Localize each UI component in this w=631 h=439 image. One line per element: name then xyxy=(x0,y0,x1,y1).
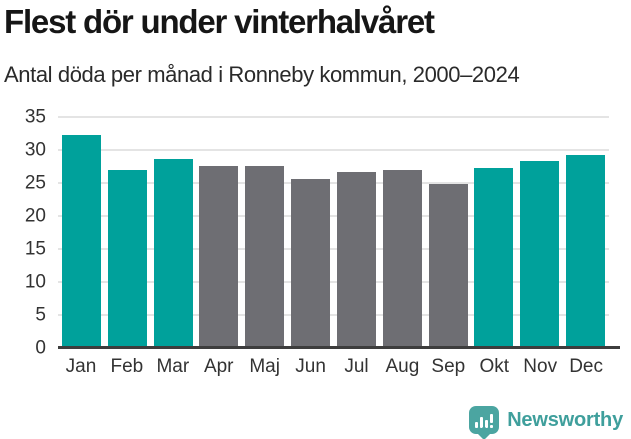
x-tick-label-sep: Sep xyxy=(431,356,466,377)
chart-subtitle: Antal döda per månad i Ronneby kommun, 2… xyxy=(4,62,520,87)
bar-mar xyxy=(153,158,193,348)
x-tick-label-mar: Mar xyxy=(156,356,190,377)
logo-mini-bar xyxy=(485,420,489,428)
chart-title: Flest dör under vinterhalvåret xyxy=(4,3,435,40)
brand-footer: Newsworthy xyxy=(469,406,623,434)
bar-sep xyxy=(428,183,468,348)
y-axis: 0 5 10 15 20 25 30 35 xyxy=(0,108,46,358)
logo-mini-bar xyxy=(475,422,479,428)
x-tick-label-apr: Apr xyxy=(203,356,234,377)
gridline-30 xyxy=(58,149,609,151)
bar-dec xyxy=(565,154,605,348)
y-tick-label-20: 20 xyxy=(24,205,46,227)
bar-apr xyxy=(199,165,239,348)
bar-jul xyxy=(336,171,376,348)
x-axis-line xyxy=(58,346,620,349)
x-tick-label-jul: Jul xyxy=(344,356,369,377)
y-tick-label-15: 15 xyxy=(24,238,46,260)
x-tick-label-feb: Feb xyxy=(110,356,144,377)
x-tick-label-okt: Okt xyxy=(479,356,510,377)
gridline-25 xyxy=(58,182,609,184)
bars xyxy=(58,117,609,348)
gridline-15 xyxy=(58,248,609,250)
x-tick-label-nov: Nov xyxy=(523,356,558,377)
y-tick-label-10: 10 xyxy=(24,271,46,293)
bar-chart-speech-bubble-icon xyxy=(469,406,500,434)
x-tick-label-jan: Jan xyxy=(65,356,97,377)
bar-aug xyxy=(382,170,422,348)
bar-okt xyxy=(474,168,514,348)
logo-exclamation-stick xyxy=(490,414,494,423)
x-tick-label-jun: Jun xyxy=(295,356,326,377)
x-axis: Jan Feb Mar Apr Maj Jun Jul Aug Sep Okt Nov Dec xyxy=(58,356,609,378)
logo-exclamation xyxy=(490,414,494,428)
y-tick-label-35: 35 xyxy=(24,106,46,128)
bar-jun xyxy=(291,179,331,348)
logo-mini-bar xyxy=(480,417,484,428)
y-tick-label-0: 0 xyxy=(35,337,46,359)
gridline-5 xyxy=(58,314,609,316)
x-tick-label-aug: Aug xyxy=(385,356,420,377)
bar-maj xyxy=(245,165,285,348)
plot-area xyxy=(58,116,620,349)
logo-exclamation-dot xyxy=(490,425,494,428)
gridlines xyxy=(58,116,609,348)
gridline-35 xyxy=(58,116,609,118)
bar-jan xyxy=(62,135,101,348)
x-tick-label-dec: Dec xyxy=(569,356,603,377)
x-tick-label-maj: Maj xyxy=(249,356,280,377)
bar-nov xyxy=(520,161,560,348)
gridline-20 xyxy=(58,215,609,217)
bar-feb xyxy=(107,169,147,348)
gridline-10 xyxy=(58,281,609,283)
y-tick-label-25: 25 xyxy=(24,172,46,194)
y-tick-label-5: 5 xyxy=(35,304,46,326)
y-tick-label-30: 30 xyxy=(24,139,46,161)
brand-name: Newsworthy xyxy=(507,408,623,431)
